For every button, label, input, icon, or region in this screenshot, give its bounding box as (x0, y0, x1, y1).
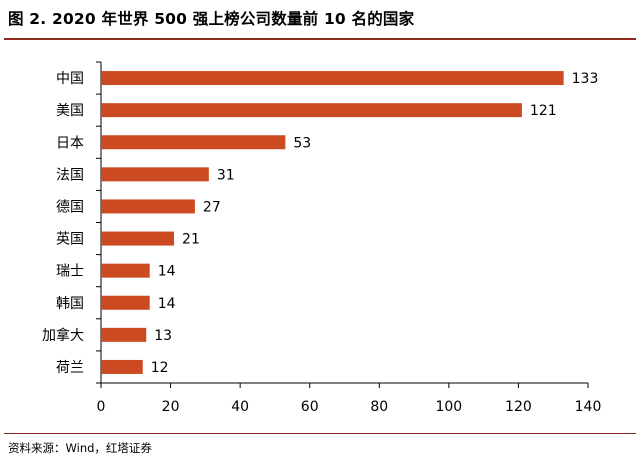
data-label: 53 (293, 135, 311, 151)
category-label: 英国 (56, 231, 84, 248)
data-label: 31 (217, 167, 235, 183)
data-label: 21 (182, 232, 200, 248)
category-label: 中国 (56, 71, 84, 87)
data-label: 12 (151, 360, 169, 376)
footer-divider (4, 433, 636, 434)
x-tick-label: 40 (231, 399, 249, 415)
category-label: 韩国 (56, 296, 84, 312)
category-label: 荷兰 (56, 360, 84, 376)
category-label: 瑞士 (56, 264, 84, 280)
data-label: 13 (154, 328, 172, 344)
category-label: 美国 (56, 103, 84, 119)
x-tick-label: 120 (505, 399, 532, 415)
bar (101, 263, 150, 278)
bar (101, 167, 209, 182)
bar (101, 71, 564, 86)
x-tick-label: 0 (97, 399, 106, 415)
x-tick-label: 140 (575, 399, 602, 415)
category-label: 法国 (56, 167, 84, 183)
source-note: 资料来源：Wind，红塔证券 (8, 441, 152, 455)
x-tick-label: 100 (435, 399, 462, 415)
data-label: 14 (158, 264, 176, 280)
x-tick-label: 80 (370, 399, 388, 415)
bar (101, 295, 150, 310)
bar (101, 103, 522, 118)
bar (101, 231, 175, 246)
data-label: 14 (158, 296, 176, 312)
data-label: 133 (572, 71, 599, 87)
bar (101, 359, 143, 374)
bar (101, 199, 195, 214)
page-title: 图 2. 2020 年世界 500 强上榜公司数量前 10 名的国家 (8, 10, 415, 28)
title-divider (4, 38, 636, 40)
category-label: 日本 (56, 135, 84, 151)
x-tick-label: 60 (301, 399, 319, 415)
x-tick-label: 20 (162, 399, 180, 415)
category-label: 加拿大 (42, 327, 84, 344)
category-label: 德国 (56, 199, 84, 215)
data-label: 121 (530, 103, 557, 119)
bar (101, 135, 286, 150)
data-label: 27 (203, 199, 221, 215)
bar (101, 327, 147, 342)
